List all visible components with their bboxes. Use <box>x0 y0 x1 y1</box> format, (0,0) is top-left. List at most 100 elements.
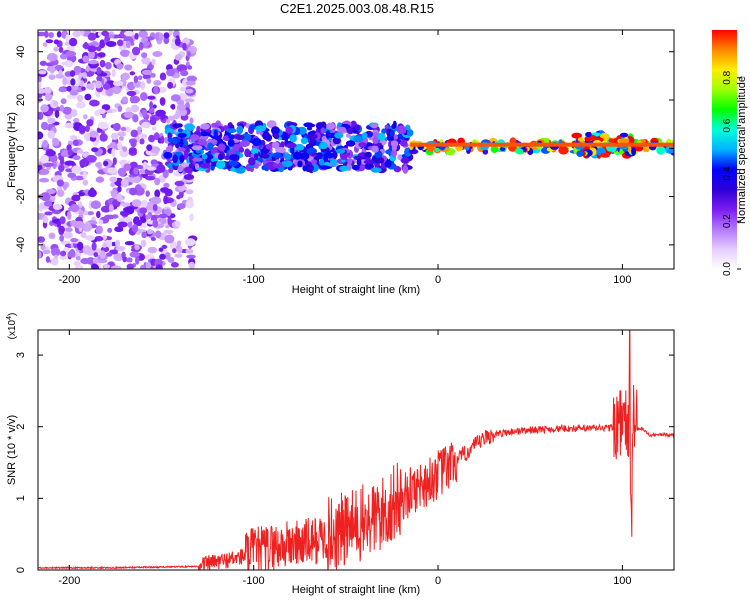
spectrogram-y-tick-label: 40 <box>15 46 27 58</box>
spectrogram-cell <box>166 119 171 124</box>
spectrogram-cell <box>390 140 399 148</box>
spectrogram-cell <box>38 131 44 140</box>
spectrogram-cell <box>229 154 240 161</box>
spectrogram-cell <box>76 241 84 251</box>
spectrogram-y-ticks: -40 -20 0 20 40 <box>15 46 674 253</box>
spectrogram-cell <box>326 122 335 130</box>
spectrogram-cell <box>39 168 50 175</box>
spectrogram-cell <box>370 167 382 173</box>
spectrogram-cell <box>44 30 49 38</box>
spectrogram-cell <box>319 159 325 166</box>
spectrogram-cell <box>176 245 183 254</box>
spectrogram-cell <box>87 189 97 198</box>
spectrogram-cell <box>177 165 184 173</box>
spectrogram-cell <box>200 123 211 130</box>
spectrogram-cell <box>138 41 144 51</box>
spectrogram-cell <box>96 67 102 75</box>
spectrogram-cell <box>72 139 79 146</box>
spectrogram-x-tick-label: 100 <box>613 274 631 286</box>
spectrogram-cell <box>372 137 379 144</box>
spectrogram-cell <box>188 261 195 269</box>
spectrogram-cell <box>108 34 115 39</box>
snr-frame <box>37 329 675 571</box>
spectrogram-cell <box>58 69 63 77</box>
spectrogram-cell <box>101 104 111 111</box>
spectrogram-cell <box>86 83 94 90</box>
spectrogram-cell <box>49 154 58 163</box>
spectrogram-cell <box>65 34 70 43</box>
spectrogram-cell <box>69 135 78 141</box>
spectrogram-cell <box>107 227 113 233</box>
spectrogram-cell <box>371 145 379 153</box>
spectrogram-cell <box>158 213 168 219</box>
spectrogram-cell <box>172 154 178 164</box>
spectrogram-cell <box>180 70 189 77</box>
spectrogram-cell <box>85 124 90 133</box>
spectrogram-cell <box>117 105 123 113</box>
spectrogram-cell <box>66 211 72 220</box>
spectrogram-cell <box>150 196 162 205</box>
spectrogram-cell <box>95 225 104 235</box>
spectrogram-cell <box>213 129 218 138</box>
spectrogram-cell <box>59 255 67 260</box>
spectrogram-cell <box>40 121 49 130</box>
spectrogram-cell <box>38 88 46 94</box>
spectrogram-cell <box>389 130 395 137</box>
spectrogram-cell <box>56 221 61 228</box>
spectrogram-cell <box>120 211 130 217</box>
spectrogram-cell <box>154 189 161 198</box>
spectrogram-cell <box>52 160 57 170</box>
spectrogram-cell <box>126 257 133 263</box>
spectrogram-cell <box>186 254 196 259</box>
spectrogram-cell <box>255 125 266 132</box>
spectrogram-cell <box>174 253 183 258</box>
spectrogram-cell <box>96 75 103 82</box>
spectrogram-cell <box>137 126 142 131</box>
svg-text:(x104): (x104) <box>6 313 18 340</box>
spectrogram-cell <box>311 159 317 165</box>
spectrogram-cell <box>292 151 302 160</box>
spectrogram-cell <box>396 125 407 135</box>
spectrogram-cell <box>164 234 175 244</box>
spectrogram-cell <box>69 37 78 47</box>
spectrogram-cell <box>384 160 392 168</box>
spectrogram-cell <box>271 126 280 135</box>
spectrogram-cell <box>122 216 133 223</box>
spectrogram-cell <box>126 263 134 269</box>
spectrogram-cell <box>134 244 140 251</box>
spectrogram-marks <box>38 30 674 269</box>
spectrogram-cell <box>166 68 176 77</box>
spectrogram-cell <box>73 261 81 266</box>
spectrogram-cell <box>85 65 90 72</box>
spectrogram-cell <box>330 157 338 167</box>
spectrogram-cell <box>335 148 346 154</box>
spectrogram-cell <box>99 250 106 259</box>
spectrogram-cell <box>358 142 367 148</box>
spectrogram-cell <box>129 161 138 169</box>
spectrogram-cell <box>45 256 51 263</box>
spectrogram-cell <box>38 81 42 89</box>
spectrogram-cell <box>127 220 133 229</box>
spectrogram-cell <box>64 60 74 68</box>
spectrogram-cell <box>384 124 389 129</box>
spectrogram-cell <box>117 131 126 137</box>
spectrogram-cell <box>42 249 51 254</box>
spectrogram-cell <box>67 251 76 258</box>
spectrogram-cell <box>39 60 47 66</box>
spectrogram-cell <box>101 112 106 119</box>
spectrogram-cell <box>110 265 122 269</box>
spectrogram-cell <box>128 177 136 184</box>
spectrogram-cell <box>129 251 140 258</box>
spectrogram-cell <box>191 145 203 151</box>
spectrogram-cell <box>152 219 159 228</box>
spectrogram-cell <box>174 180 185 187</box>
spectrogram-cell <box>138 30 148 38</box>
spectrogram-cell <box>144 175 156 181</box>
spectrogram-cell <box>310 152 318 157</box>
spectrogram-cell <box>217 143 226 152</box>
spectrogram-cell <box>286 142 297 149</box>
spectrogram-cell <box>141 199 148 208</box>
spectrogram-cell <box>120 126 127 132</box>
spectrogram-cell <box>265 133 273 142</box>
spectrogram-cell <box>490 145 499 154</box>
